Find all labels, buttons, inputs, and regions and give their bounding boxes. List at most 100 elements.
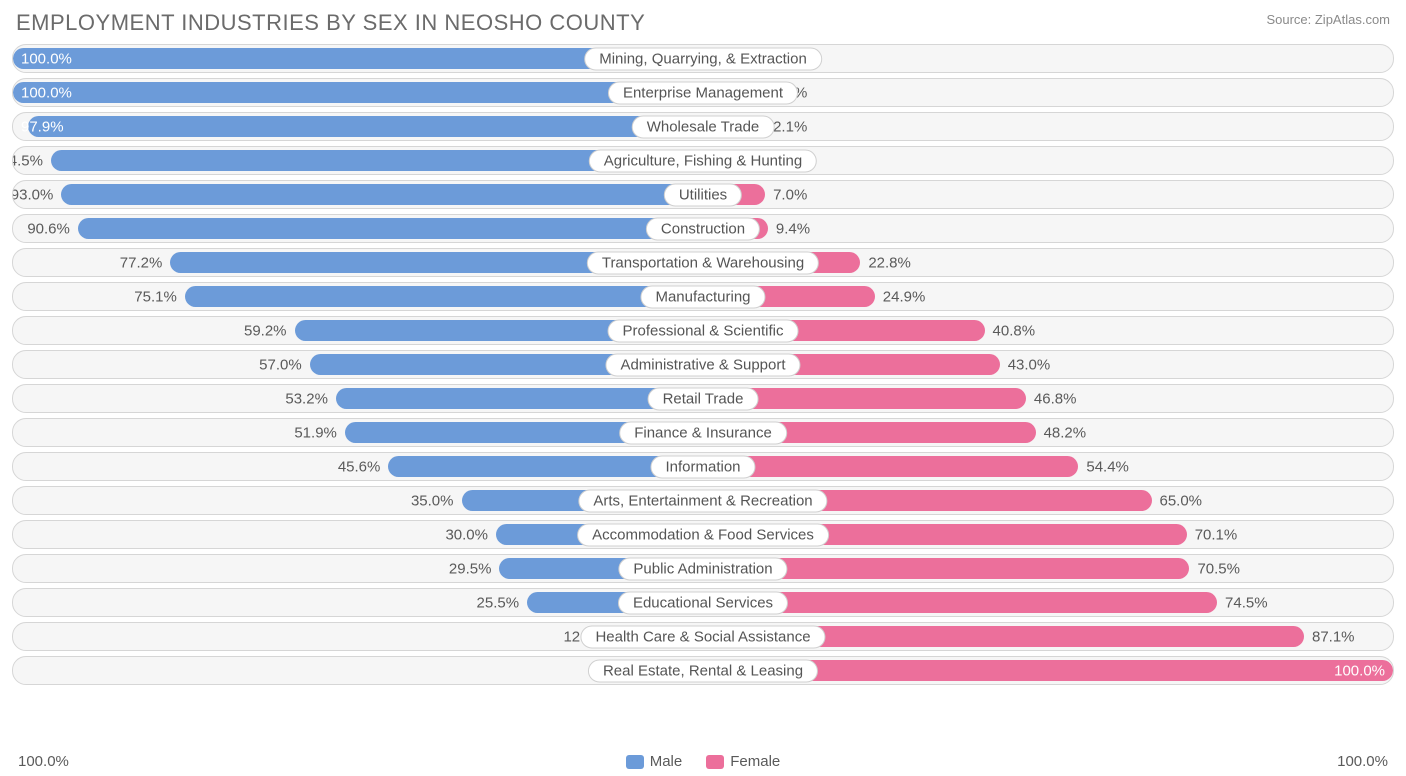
male-half: 75.1% xyxy=(13,283,703,310)
chart-container: EMPLOYMENT INDUSTRIES BY SEX IN NEOSHO C… xyxy=(0,0,1406,776)
female-percent-label: 40.8% xyxy=(993,322,1036,339)
axis-left-label: 100.0% xyxy=(18,753,69,770)
chart-row: 53.2% 46.8% Retail Trade xyxy=(12,384,1394,413)
female-percent-label: 70.5% xyxy=(1197,560,1240,577)
male-percent-label: 45.6% xyxy=(338,458,381,475)
chart-row: 57.0%43.0%Administrative & Support xyxy=(12,350,1394,379)
chart-row: 100.0%0.0%Mining, Quarrying, & Extractio… xyxy=(12,44,1394,73)
female-half: 74.5% xyxy=(703,589,1393,616)
chart-rows: 100.0% 0.0% Mining, Quarrying, & Extractio… xyxy=(12,44,1394,747)
category-label: Wholesale Trade xyxy=(632,115,775,138)
category-label: Accommodation & Food Services xyxy=(577,523,829,546)
chart-row: 25.5%74.5%Educational Services xyxy=(12,588,1394,617)
chart-source: Source: ZipAtlas.com xyxy=(1266,10,1390,27)
male-bar xyxy=(185,286,703,307)
category-label: Enterprise Management xyxy=(608,81,798,104)
male-half: 51.9% xyxy=(13,419,703,446)
male-percent-label: 29.5% xyxy=(449,560,492,577)
female-percent-label: 70.1% xyxy=(1195,526,1238,543)
male-percent-label: 100.0% xyxy=(21,84,72,101)
chart-row: 30.0%70.1%Accommodation & Food Services xyxy=(12,520,1394,549)
chart-row: 100.0% 0.0%Enterprise Management xyxy=(12,78,1394,107)
female-percent-label: 48.2% xyxy=(1044,424,1087,441)
male-percent-label: 25.5% xyxy=(477,594,520,611)
category-label: Professional & Scientific xyxy=(608,319,799,342)
female-half: 48.2% xyxy=(703,419,1393,446)
female-half: 70.5% xyxy=(703,555,1393,582)
male-bar xyxy=(13,82,703,103)
chart-row: 75.1% 24.9% Manufacturing xyxy=(12,282,1394,311)
female-percent-label: 65.0% xyxy=(1159,492,1202,509)
male-percent-label: 93.0% xyxy=(12,186,53,203)
category-label: Health Care & Social Assistance xyxy=(580,625,825,648)
chart-row: 93.0%7.0%Utilities xyxy=(12,180,1394,209)
category-label: Transportation & Warehousing xyxy=(587,251,819,274)
male-half: 53.2% xyxy=(13,385,703,412)
category-label: Construction xyxy=(646,217,760,240)
category-label: Public Administration xyxy=(618,557,787,580)
chart-row: 90.6% 9.4%Construction xyxy=(12,214,1394,243)
male-percent-label: 35.0% xyxy=(411,492,454,509)
category-label: Finance & Insurance xyxy=(619,421,787,444)
male-percent-label: 51.9% xyxy=(294,424,337,441)
female-percent-label: 74.5% xyxy=(1225,594,1268,611)
chart-row: 51.9% 48.2% Finance & Insurance xyxy=(12,418,1394,447)
female-percent-label: 54.4% xyxy=(1086,458,1129,475)
male-bar xyxy=(61,184,703,205)
legend-swatch-female xyxy=(706,755,724,769)
female-percent-label: 2.1% xyxy=(773,118,807,135)
female-percent-label: 46.8% xyxy=(1034,390,1077,407)
axis-right-label: 100.0% xyxy=(1337,753,1388,770)
category-label: Manufacturing xyxy=(640,285,765,308)
chart-row: 29.5% 70.5% Public Administration xyxy=(12,554,1394,583)
category-label: Real Estate, Rental & Leasing xyxy=(588,659,818,682)
female-half: 0.0% xyxy=(703,79,1393,106)
category-label: Arts, Entertainment & Recreation xyxy=(578,489,827,512)
male-percent-label: 90.6% xyxy=(27,220,70,237)
male-half: 29.5% xyxy=(13,555,703,582)
chart-row: 97.9% 2.1%Wholesale Trade xyxy=(12,112,1394,141)
legend-swatch-male xyxy=(626,755,644,769)
legend-label-female: Female xyxy=(730,753,780,770)
female-half: 54.4% xyxy=(703,453,1393,480)
female-percent-label: 24.9% xyxy=(883,288,926,305)
male-half: 45.6% xyxy=(13,453,703,480)
male-percent-label: 57.0% xyxy=(259,356,302,373)
category-label: Mining, Quarrying, & Extraction xyxy=(584,47,822,70)
legend-label-male: Male xyxy=(650,753,683,770)
male-percent-label: 77.2% xyxy=(120,254,163,271)
female-half: 46.8% xyxy=(703,385,1393,412)
male-half: 93.0% xyxy=(13,181,703,208)
chart-legend: 100.0% Male Female 100.0% xyxy=(12,747,1394,770)
legend-item-male: Male xyxy=(626,753,683,770)
chart-row: 45.6%54.4%Information xyxy=(12,452,1394,481)
male-half: 59.2% xyxy=(13,317,703,344)
female-percent-label: 87.1% xyxy=(1312,628,1355,645)
female-half: 9.4% xyxy=(703,215,1393,242)
legend-item-female: Female xyxy=(706,753,780,770)
male-half: 90.6% xyxy=(13,215,703,242)
male-half: 100.0% xyxy=(13,79,703,106)
male-half: 97.9% xyxy=(13,113,703,140)
male-percent-label: 53.2% xyxy=(285,390,328,407)
chart-row: 77.2% 22.8% Transportation & Warehousing xyxy=(12,248,1394,277)
male-half: 57.0% xyxy=(13,351,703,378)
chart-row: 35.0% 65.0% Arts, Entertainment & Recreati… xyxy=(12,486,1394,515)
category-label: Utilities xyxy=(664,183,742,206)
chart-row: 59.2% 40.8% Professional & Scientific xyxy=(12,316,1394,345)
chart-row: 94.5%5.5%Agriculture, Fishing & Hunting xyxy=(12,146,1394,175)
male-percent-label: 94.5% xyxy=(12,152,43,169)
female-half: 40.8% xyxy=(703,317,1393,344)
female-percent-label: 22.8% xyxy=(868,254,911,271)
male-bar xyxy=(78,218,703,239)
category-label: Retail Trade xyxy=(648,387,759,410)
male-percent-label: 75.1% xyxy=(134,288,177,305)
category-label: Agriculture, Fishing & Hunting xyxy=(589,149,817,172)
male-percent-label: 100.0% xyxy=(21,50,72,67)
male-half: 25.5% xyxy=(13,589,703,616)
chart-row: 0.0%100.0%Real Estate, Rental & Leasing xyxy=(12,656,1394,685)
female-percent-label: 43.0% xyxy=(1008,356,1051,373)
female-percent-label: 100.0% xyxy=(1334,662,1385,679)
legend-center: Male Female xyxy=(626,753,781,770)
female-bar xyxy=(703,456,1078,477)
